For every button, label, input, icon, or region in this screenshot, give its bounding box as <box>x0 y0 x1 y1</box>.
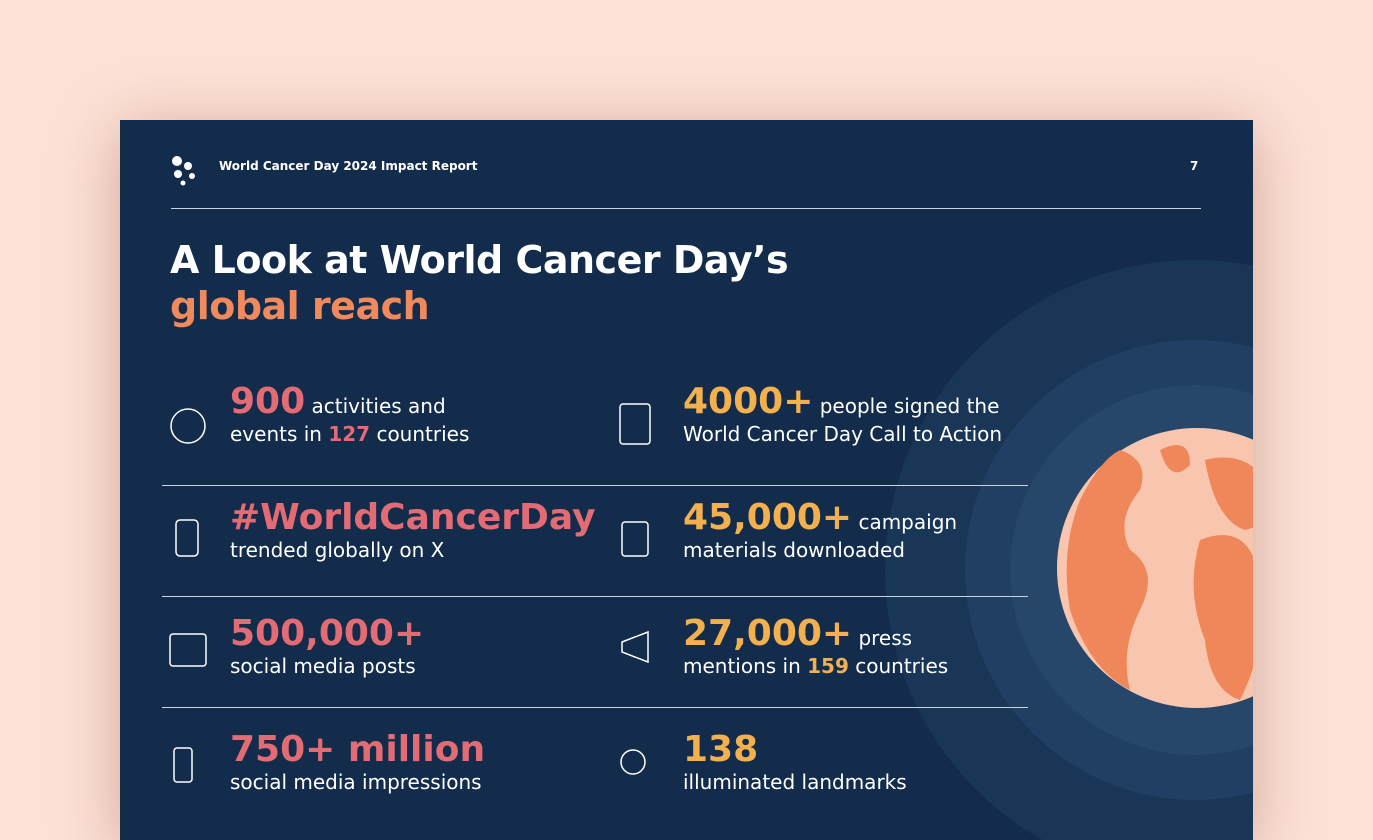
stat-figure: 500,000+ <box>230 613 425 654</box>
stat-text: social media posts <box>230 654 416 678</box>
stat-line: social media impressions <box>230 768 485 796</box>
separator <box>162 707 1028 708</box>
page-number: 7 <box>1190 159 1199 173</box>
stat-text: campaign <box>852 510 958 534</box>
stat-line: 45,000+ campaign <box>683 500 957 536</box>
stat-figure: 27,000+ <box>683 613 853 654</box>
stat: 4000+ people signed the World Cancer Day … <box>683 384 1002 448</box>
stat-line: 900 activities and <box>230 384 469 420</box>
stat-line: mentions in 159 countries <box>683 652 948 680</box>
header-rule <box>171 208 1201 209</box>
report-title: World Cancer Day 2024 Impact Report <box>219 159 478 173</box>
stat-line: materials downloaded <box>683 536 957 564</box>
stat-text: press <box>852 626 913 650</box>
separator <box>162 596 1028 597</box>
stat: 27,000+ press mentions in 159 countries <box>683 616 948 680</box>
stat-text: trended globally on X <box>230 538 445 562</box>
stat-line: illuminated landmarks <box>683 768 907 796</box>
stat: #WorldCancerDay trended globally on X <box>230 500 596 564</box>
stat-text: social media impressions <box>230 770 482 794</box>
stat-figure: 4000+ <box>683 381 814 422</box>
stat-text: countries <box>370 422 470 446</box>
stat-text: illuminated landmarks <box>683 770 907 794</box>
heading-accent: global reach <box>170 284 430 328</box>
stat-figure: 900 <box>230 381 306 422</box>
stat: 500,000+ social media posts <box>230 616 424 680</box>
stat-text: countries <box>848 654 949 678</box>
stat-text: materials downloaded <box>683 538 905 562</box>
stat: 750+ million social media impressions <box>230 732 485 796</box>
stat-line: 4000+ people signed the <box>683 384 1002 420</box>
stat-line: 750+ million <box>230 732 485 768</box>
stat-figure: #WorldCancerDay <box>230 497 596 538</box>
stat: 138 illuminated landmarks <box>683 732 907 796</box>
stat-figure: 138 <box>683 729 759 770</box>
stat-figure: 750+ million <box>230 729 486 770</box>
stat: 45,000+ campaign materials downloaded <box>683 500 957 564</box>
separator <box>162 485 1028 486</box>
stat-text: World Cancer Day Call to Action <box>683 422 1003 446</box>
stat-figure: 45,000+ <box>683 497 853 538</box>
stat-line: 138 <box>683 732 907 768</box>
stat-text: activities and <box>305 394 446 418</box>
stat: 900 activities and events in 127 countrie… <box>230 384 469 448</box>
stat-text: events in <box>230 422 329 446</box>
stat-line: 27,000+ press <box>683 616 948 652</box>
report-page: World Cancer Day 2024 Impact Report 7 A … <box>120 120 1253 840</box>
stat-text: people signed the <box>813 394 1000 418</box>
stat-highlight: 159 <box>807 654 849 678</box>
stat-highlight: 127 <box>328 422 371 446</box>
stat-text: mentions in <box>683 654 808 678</box>
stat-line: trended globally on X <box>230 536 596 564</box>
heading: A Look at World Cancer Day’s <box>170 238 789 282</box>
stat-line: events in 127 countries <box>230 420 469 448</box>
globe-graphic <box>169 156 1253 840</box>
stat-line: social media posts <box>230 652 424 680</box>
stat-line: #WorldCancerDay <box>230 500 596 536</box>
stat-line: 500,000+ <box>230 616 424 652</box>
stat-line: World Cancer Day Call to Action <box>683 420 1002 448</box>
